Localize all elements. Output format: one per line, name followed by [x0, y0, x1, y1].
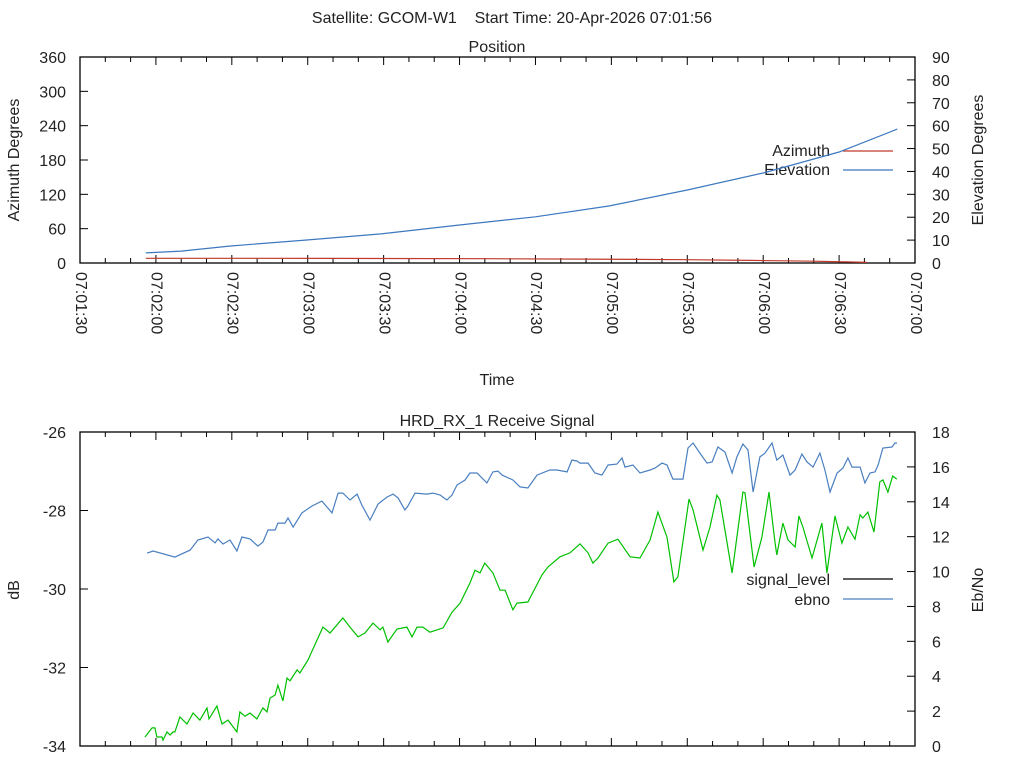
x-tick-label: 07:04:00	[451, 272, 468, 334]
x-tick-label: 07:05:00	[603, 272, 620, 334]
x-tick-label: 07:02:00	[148, 272, 165, 334]
y-tick-label: -30	[43, 582, 66, 599]
y2-tick-label: 80	[932, 73, 950, 90]
y2-tick-label: 10	[932, 233, 950, 250]
y-tick-label: 0	[57, 256, 66, 273]
y2-tick-label: 40	[932, 164, 950, 181]
y2-tick-label: 50	[932, 142, 950, 159]
figure-title: Satellite: GCOM-W1 Start Time: 20-Apr-20…	[312, 10, 712, 27]
y-tick-label: 240	[39, 119, 66, 136]
x-tick-label: 07:06:30	[831, 272, 848, 334]
series-line-signal-level	[144, 474, 898, 742]
plot-border	[79, 431, 916, 747]
y-tick-label: 60	[48, 222, 66, 239]
y2-tick-label: 0	[932, 256, 941, 273]
y2-tick-label: 14	[932, 495, 950, 512]
y-tick-label: 120	[39, 187, 66, 204]
plot-border	[79, 56, 916, 264]
y2-tick-label: 12	[932, 530, 950, 547]
y2-tick-label: 18	[932, 425, 950, 442]
elevation-axis-label: Elevation Degrees	[970, 95, 987, 226]
y2-tick-label: 20	[932, 210, 950, 227]
y-tick-label: -34	[43, 739, 66, 756]
x-tick-label: 07:02:30	[224, 272, 241, 334]
position-x-label: Time	[480, 372, 515, 389]
legend-label-signal-level: signal_level	[746, 572, 830, 589]
y-tick-label: 180	[39, 153, 66, 170]
y-tick-label: -32	[43, 661, 66, 678]
y2-tick-label: 30	[932, 187, 950, 204]
y-tick-label: 300	[39, 84, 66, 101]
receive-signal-chart: HRD_RX_1 Receive Signal dB Eb/No signal_…	[6, 413, 987, 756]
y2-tick-label: 60	[932, 119, 950, 136]
x-tick-label: 07:06:00	[755, 272, 772, 334]
y-tick-label: -26	[43, 425, 66, 442]
y2-tick-label: 10	[932, 565, 950, 582]
legend-label-elevation: Elevation	[764, 162, 830, 179]
y2-tick-label: 16	[932, 460, 950, 477]
db-axis-label: dB	[6, 580, 23, 600]
y2-tick-label: 4	[932, 669, 941, 686]
y2-tick-label: 70	[932, 96, 950, 113]
ebno-axis-label: Eb/No	[970, 568, 987, 613]
legend-label-ebno: ebno	[794, 592, 830, 609]
y2-tick-label: 0	[932, 739, 941, 756]
y2-tick-label: 8	[932, 599, 941, 616]
x-tick-label: 07:03:30	[375, 272, 392, 334]
y-tick-label: 360	[39, 50, 66, 67]
position-chart: Position Time Azimuth Degrees Elevation …	[6, 39, 987, 389]
series-line-azimuth	[145, 257, 867, 263]
y2-tick-label: 2	[932, 704, 941, 721]
y2-tick-label: 6	[932, 634, 941, 651]
series-line-ebno	[146, 441, 897, 558]
signal-chart-title: HRD_RX_1 Receive Signal	[400, 413, 595, 430]
azimuth-axis-label: Azimuth Degrees	[6, 99, 23, 222]
y-tick-label: -28	[43, 504, 66, 521]
x-tick-label: 07:01:30	[72, 272, 89, 334]
x-tick-label: 07:04:30	[527, 272, 544, 334]
legend-label-azimuth: Azimuth	[772, 143, 830, 160]
x-tick-label: 07:05:30	[679, 272, 696, 334]
y2-tick-label: 90	[932, 50, 950, 67]
x-tick-label: 07:03:00	[299, 272, 316, 334]
x-tick-label: 07:07:00	[907, 272, 924, 334]
series-line-elevation	[145, 128, 898, 254]
position-chart-title: Position	[469, 39, 526, 56]
